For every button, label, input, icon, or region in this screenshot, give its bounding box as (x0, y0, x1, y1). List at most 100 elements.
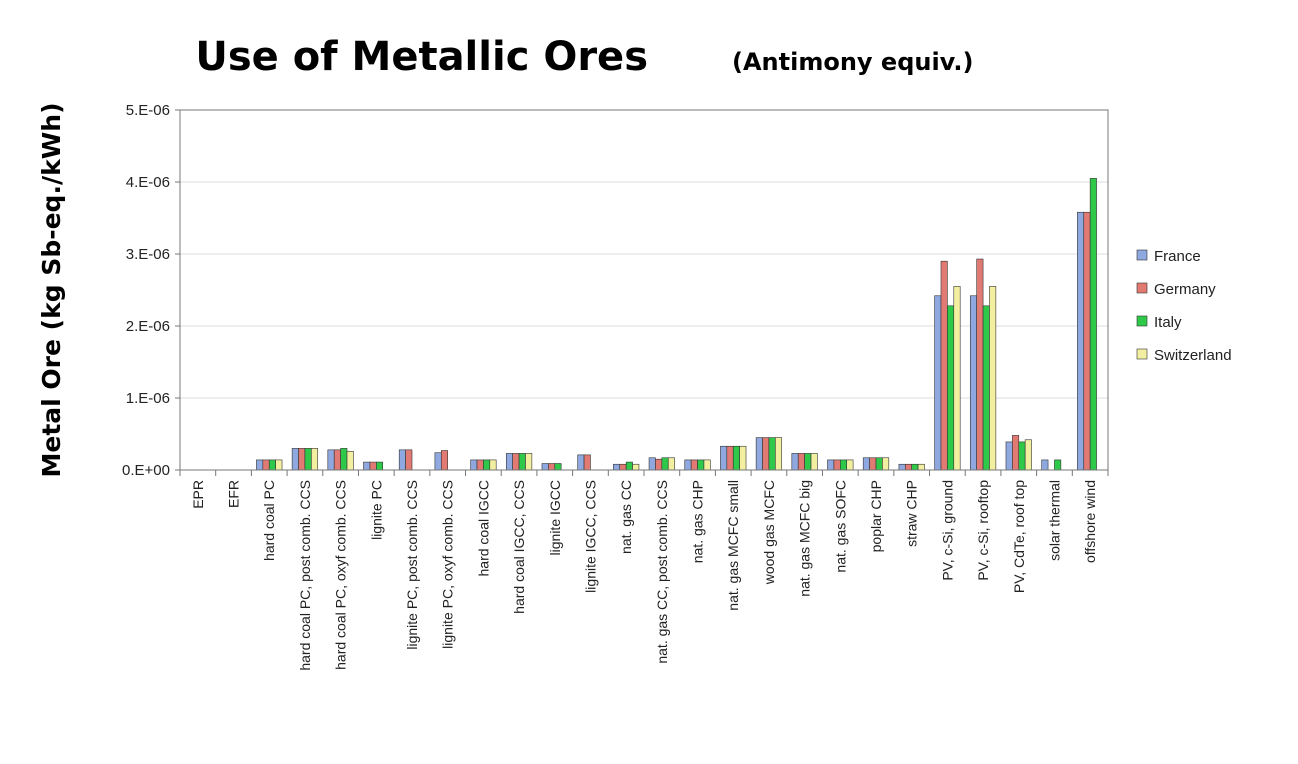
bar (833, 459, 841, 471)
bar (440, 450, 448, 471)
bar (311, 448, 319, 471)
bar (684, 459, 692, 471)
bar (898, 463, 906, 471)
bar (625, 461, 633, 471)
bar (262, 459, 270, 471)
bar (726, 445, 734, 471)
bar (1005, 441, 1013, 471)
bar (1089, 178, 1097, 471)
category-label: hard coal IGCC (475, 480, 491, 576)
bar (363, 461, 371, 471)
bar (554, 463, 562, 471)
bar (1054, 459, 1062, 471)
category-label: PV, c-Si, ground (939, 480, 955, 581)
bar (434, 452, 442, 471)
chart-title: Use of Metallic Ores (195, 34, 648, 80)
bar (739, 445, 747, 471)
legend-label: France (1154, 248, 1201, 265)
chart-subtitle: (Antimony equiv.) (732, 48, 973, 76)
category-label: hard coal PC (261, 480, 277, 561)
bar (398, 449, 406, 471)
bar (577, 454, 585, 471)
bar (1083, 211, 1091, 471)
bar (505, 453, 513, 471)
category-label: lignite PC, post comb. CCS (404, 480, 420, 650)
category-label: lignite IGCC, CCS (582, 480, 598, 593)
bar (512, 453, 520, 471)
bar (953, 286, 961, 471)
bar (619, 463, 627, 471)
bar (291, 448, 299, 471)
bar (275, 459, 283, 471)
category-label: EPR (190, 480, 206, 509)
bar (768, 437, 776, 471)
category-label: solar thermal (1046, 480, 1062, 561)
category-label: hard coal PC, post comb. CCS (297, 480, 313, 671)
bar (476, 459, 484, 471)
bar (762, 437, 770, 471)
category-label: nat. gas SOFC (832, 480, 848, 573)
bar (256, 459, 264, 471)
category-label: EFR (226, 480, 242, 508)
category-label: hard coal PC, oxyf comb. CCS (333, 480, 349, 670)
plot-area-frame (179, 109, 1109, 471)
bar (667, 457, 675, 471)
bar (376, 461, 384, 471)
bar (489, 459, 497, 471)
y-axis-label: Metal Ore (kg Sb-eq./kWh) (37, 103, 66, 478)
bar (775, 437, 783, 471)
bar (911, 463, 919, 471)
bar (846, 459, 854, 471)
bar (947, 305, 955, 471)
bar (755, 437, 763, 471)
bar (1077, 211, 1085, 471)
bars (256, 178, 1097, 471)
y-tick-label: 1.E-06 (126, 390, 170, 407)
bar (827, 459, 835, 471)
bar (346, 450, 354, 471)
category-label: hard coal IGCC, CCS (511, 480, 527, 614)
bar (917, 463, 925, 471)
bar (268, 459, 276, 471)
legend: France Germany Italy Switzerland (1136, 248, 1232, 364)
category-label: lignite IGCC (547, 480, 563, 555)
bar (548, 463, 556, 471)
bar (810, 453, 818, 471)
y-axis-ticks: 0.E+00 1.E-06 2.E-06 3.E-06 4.E-06 5.E-06 (122, 102, 180, 479)
bar (483, 459, 491, 471)
bar (934, 295, 942, 471)
legend-swatch (1136, 249, 1148, 261)
category-label: nat. gas CC, post comb. CCS (654, 480, 670, 664)
category-label: nat. gas CC (618, 480, 634, 554)
grid-lines (180, 181, 1108, 399)
bar (690, 459, 698, 471)
x-axis-ticks (179, 470, 1109, 476)
category-label: offshore wind (1082, 480, 1098, 563)
legend-label: Italy (1154, 314, 1182, 331)
bar (405, 449, 413, 471)
legend-label: Switzerland (1154, 347, 1232, 364)
legend-swatch (1136, 282, 1148, 294)
legend-label: Germany (1154, 281, 1216, 298)
bar (613, 463, 621, 471)
bar (583, 454, 591, 471)
bar (661, 457, 669, 471)
bar (340, 448, 348, 471)
category-labels: EPR EFR hard coal PC hard coal PC, post com… (190, 480, 1098, 671)
y-tick-label: 4.E-06 (126, 174, 170, 191)
bar (655, 458, 663, 471)
bar (632, 463, 640, 471)
bar (804, 453, 812, 471)
category-label: nat. gas CHP (690, 480, 706, 563)
category-label: lignite PC, oxyf comb. CCS (440, 480, 456, 649)
bar (875, 457, 883, 471)
category-label: wood gas MCFC (761, 480, 777, 585)
bar (518, 453, 526, 471)
y-tick-label: 5.E-06 (126, 102, 170, 119)
y-tick-label: 2.E-06 (126, 318, 170, 335)
legend-swatch (1136, 315, 1148, 327)
category-label: nat. gas MCFC big (797, 480, 813, 597)
category-label: straw CHP (904, 480, 920, 547)
y-tick-label: 0.E+00 (122, 462, 170, 479)
